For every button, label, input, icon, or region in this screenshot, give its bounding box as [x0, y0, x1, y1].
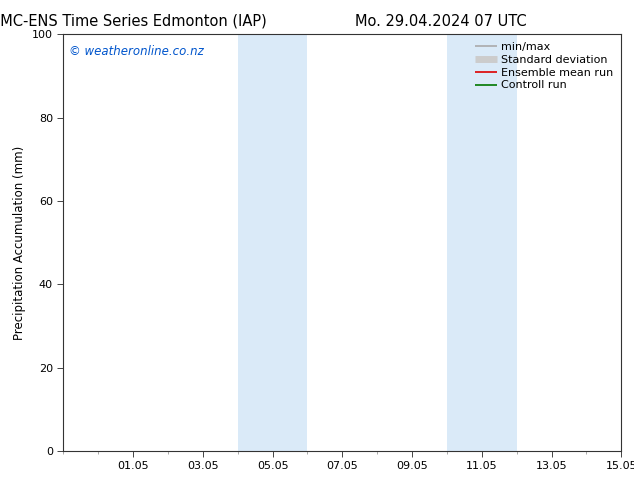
Text: Mo. 29.04.2024 07 UTC: Mo. 29.04.2024 07 UTC — [355, 14, 527, 29]
Bar — [447, 34, 517, 451]
Text: © weatheronline.co.nz: © weatheronline.co.nz — [69, 45, 204, 58]
Y-axis label: Precipitation Accumulation (mm): Precipitation Accumulation (mm) — [13, 146, 27, 340]
Legend: min/max, Standard deviation, Ensemble mean run, Controll run: min/max, Standard deviation, Ensemble me… — [470, 38, 618, 95]
Text: CMC-ENS Time Series Edmonton (IAP): CMC-ENS Time Series Edmonton (IAP) — [0, 14, 266, 29]
Bar — [238, 34, 307, 451]
